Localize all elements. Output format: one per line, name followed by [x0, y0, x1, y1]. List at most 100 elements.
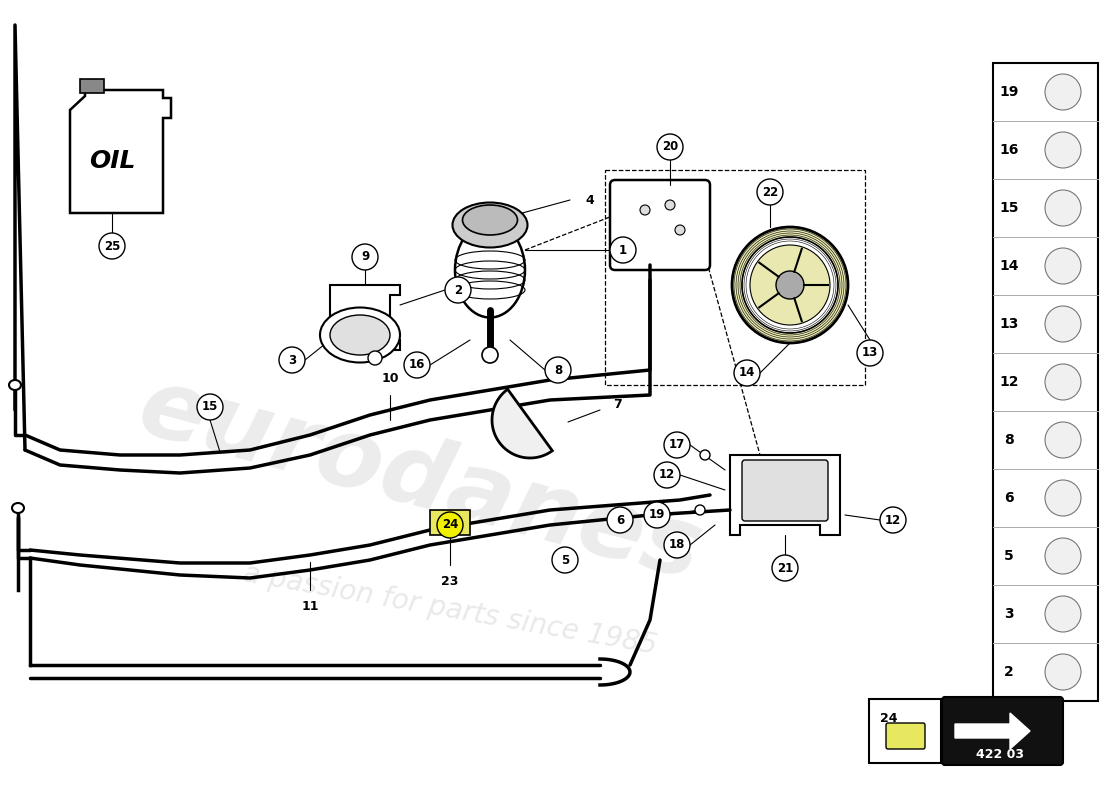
- Circle shape: [1045, 422, 1081, 458]
- Text: 15: 15: [201, 401, 218, 414]
- Text: 12: 12: [999, 375, 1019, 389]
- Text: 22: 22: [762, 186, 778, 198]
- Circle shape: [446, 277, 471, 303]
- Text: 12: 12: [884, 514, 901, 526]
- Circle shape: [279, 347, 305, 373]
- Circle shape: [552, 547, 578, 573]
- Circle shape: [772, 555, 798, 581]
- Circle shape: [640, 205, 650, 215]
- Polygon shape: [730, 455, 840, 535]
- Text: 8: 8: [554, 363, 562, 377]
- Circle shape: [1045, 306, 1081, 342]
- Text: 19: 19: [999, 85, 1019, 99]
- Ellipse shape: [455, 222, 525, 318]
- Text: 2: 2: [1004, 665, 1014, 679]
- Ellipse shape: [320, 307, 400, 362]
- Text: 9: 9: [361, 250, 370, 263]
- Text: 5: 5: [1004, 549, 1014, 563]
- Circle shape: [695, 505, 705, 515]
- Text: 19: 19: [649, 509, 666, 522]
- Circle shape: [644, 502, 670, 528]
- Text: 24: 24: [442, 518, 459, 531]
- Ellipse shape: [12, 503, 24, 513]
- Circle shape: [757, 179, 783, 205]
- FancyBboxPatch shape: [610, 180, 710, 270]
- Circle shape: [1045, 364, 1081, 400]
- FancyBboxPatch shape: [993, 63, 1098, 701]
- Text: 20: 20: [662, 141, 678, 154]
- Text: 12: 12: [659, 469, 675, 482]
- FancyBboxPatch shape: [742, 460, 828, 521]
- Circle shape: [482, 347, 498, 363]
- Circle shape: [1045, 654, 1081, 690]
- Circle shape: [657, 134, 683, 160]
- Circle shape: [750, 245, 830, 325]
- Circle shape: [1045, 132, 1081, 168]
- Circle shape: [1045, 74, 1081, 110]
- Circle shape: [664, 532, 690, 558]
- Text: OIL: OIL: [89, 149, 135, 173]
- Text: a passion for parts since 1985: a passion for parts since 1985: [241, 560, 659, 660]
- Text: 18: 18: [669, 538, 685, 551]
- Circle shape: [607, 507, 632, 533]
- Text: 3: 3: [1004, 607, 1014, 621]
- Ellipse shape: [9, 380, 21, 390]
- Circle shape: [404, 352, 430, 378]
- Text: eurodanes: eurodanes: [129, 360, 712, 600]
- Text: 3: 3: [288, 354, 296, 366]
- Circle shape: [1045, 190, 1081, 226]
- Circle shape: [437, 512, 463, 538]
- Circle shape: [1045, 596, 1081, 632]
- Text: 21: 21: [777, 562, 793, 574]
- Text: 16: 16: [409, 358, 426, 371]
- Ellipse shape: [330, 315, 390, 355]
- FancyBboxPatch shape: [942, 697, 1063, 765]
- Text: 15: 15: [999, 201, 1019, 215]
- Circle shape: [666, 200, 675, 210]
- Circle shape: [544, 357, 571, 383]
- Text: 1: 1: [619, 243, 627, 257]
- Circle shape: [352, 244, 378, 270]
- Ellipse shape: [452, 202, 528, 247]
- Circle shape: [742, 237, 838, 333]
- Circle shape: [99, 233, 125, 259]
- Text: 6: 6: [616, 514, 624, 526]
- Text: 13: 13: [862, 346, 878, 359]
- Circle shape: [880, 507, 906, 533]
- Text: 4: 4: [585, 194, 594, 206]
- Circle shape: [368, 351, 382, 365]
- Circle shape: [675, 225, 685, 235]
- Text: 14: 14: [739, 366, 756, 379]
- Polygon shape: [430, 510, 470, 535]
- FancyBboxPatch shape: [886, 723, 925, 749]
- Circle shape: [776, 271, 804, 299]
- FancyBboxPatch shape: [869, 699, 940, 763]
- Text: 422 03: 422 03: [976, 747, 1024, 761]
- Polygon shape: [330, 285, 400, 350]
- Text: 6: 6: [1004, 491, 1014, 505]
- Text: 16: 16: [999, 143, 1019, 157]
- Text: 13: 13: [999, 317, 1019, 331]
- Text: 5: 5: [561, 554, 569, 566]
- Circle shape: [1045, 248, 1081, 284]
- Circle shape: [610, 237, 636, 263]
- Text: 10: 10: [382, 372, 398, 385]
- Text: 17: 17: [669, 438, 685, 451]
- Text: 2: 2: [454, 283, 462, 297]
- Circle shape: [664, 432, 690, 458]
- Circle shape: [197, 394, 223, 420]
- Text: 14: 14: [999, 259, 1019, 273]
- Polygon shape: [492, 390, 552, 458]
- Circle shape: [1045, 480, 1081, 516]
- Text: 8: 8: [1004, 433, 1014, 447]
- FancyBboxPatch shape: [80, 79, 104, 93]
- Text: 11: 11: [301, 600, 319, 613]
- Text: 24: 24: [880, 712, 898, 725]
- Text: 23: 23: [441, 575, 459, 588]
- Circle shape: [734, 360, 760, 386]
- Circle shape: [732, 227, 848, 343]
- Polygon shape: [955, 713, 1030, 749]
- Polygon shape: [70, 90, 170, 213]
- Circle shape: [857, 340, 883, 366]
- Text: 7: 7: [613, 398, 621, 411]
